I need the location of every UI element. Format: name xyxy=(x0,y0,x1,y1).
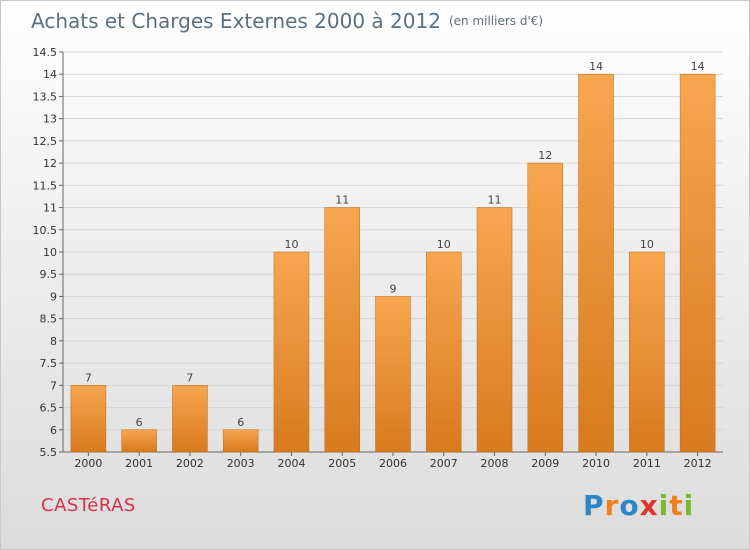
x-tick-label: 2011 xyxy=(633,457,661,470)
data-label: 7 xyxy=(186,371,193,384)
chart-unit: (en milliers d'€) xyxy=(448,14,544,28)
y-tick-label: 7 xyxy=(50,379,57,392)
chart-title: Achats et Charges Externes 2000 à 2012 (e… xyxy=(31,9,543,33)
y-tick-label: 6 xyxy=(50,424,57,437)
data-label: 14 xyxy=(589,60,603,73)
chart-title-text: Achats et Charges Externes 2000 à 2012 xyxy=(31,9,441,33)
bar xyxy=(324,207,360,453)
x-tick-label: 2008 xyxy=(481,457,509,470)
x-tick-label: 2000 xyxy=(74,457,102,470)
y-tick-label: 13.5 xyxy=(33,90,58,103)
y-tick-label: 8.5 xyxy=(40,313,58,326)
labels: 5.5 6 6.5 7 7.5 8 8.5 9 9.5 10 10.5 11 11.5 12 12.5 13 1… xyxy=(33,46,712,470)
x-tick-label: 2003 xyxy=(227,457,255,470)
data-label: 11 xyxy=(335,194,349,207)
y-tick-label: 14.5 xyxy=(33,46,58,59)
logo-letter: r xyxy=(604,489,620,522)
x-tick-label: 2002 xyxy=(176,457,204,470)
x-tick-label: 2010 xyxy=(582,457,610,470)
x-tick-label: 2009 xyxy=(531,457,559,470)
y-tick-label: 11.5 xyxy=(33,179,58,192)
logo-letter: t xyxy=(669,489,684,522)
y-tick-label: 12.5 xyxy=(33,135,58,148)
logo-letter: P xyxy=(583,489,605,522)
bar xyxy=(121,429,157,453)
y-tick-label: 10.5 xyxy=(33,224,58,237)
y-tick-label: 6.5 xyxy=(40,402,58,415)
y-tick-label: 12 xyxy=(43,157,57,170)
y-tick-label: 5.5 xyxy=(40,446,58,459)
data-label: 7 xyxy=(85,371,92,384)
data-label: 10 xyxy=(284,238,298,251)
logo-letter: i xyxy=(658,489,670,522)
y-tick-label: 9.5 xyxy=(40,268,58,281)
data-label: 10 xyxy=(640,238,654,251)
y-tick-label: 14 xyxy=(43,68,57,81)
data-label: 6 xyxy=(136,416,143,429)
bar xyxy=(629,251,665,453)
x-tick-label: 2005 xyxy=(328,457,356,470)
town-name: CASTéRAS xyxy=(41,495,136,516)
logo-letter: o xyxy=(619,489,640,522)
y-tick-label: 8 xyxy=(50,335,57,348)
y-tick-label: 7.5 xyxy=(40,357,58,370)
data-label: 10 xyxy=(437,238,451,251)
bar xyxy=(426,251,462,453)
bar xyxy=(222,429,259,453)
x-tick-label: 2004 xyxy=(277,457,305,470)
y-tick-label: 10 xyxy=(43,246,57,259)
bar xyxy=(273,251,310,453)
x-tick-label: 2006 xyxy=(379,457,407,470)
x-tick-label: 2007 xyxy=(430,457,458,470)
y-tick-label: 13 xyxy=(43,113,57,126)
data-label: 12 xyxy=(538,149,552,162)
bar xyxy=(70,385,107,453)
proxiti-logo: Proxiti xyxy=(583,489,694,522)
bars xyxy=(70,73,716,453)
y-tick-label: 9 xyxy=(50,290,57,303)
data-label: 11 xyxy=(488,194,502,207)
logo-letter: x xyxy=(639,489,659,522)
x-tick-label: 2001 xyxy=(125,457,153,470)
logo-letter: i xyxy=(683,489,695,522)
data-label: 14 xyxy=(691,60,705,73)
x-tick-label: 2012 xyxy=(684,457,712,470)
bar xyxy=(476,207,513,453)
y-tick-label: 11 xyxy=(43,202,57,215)
bar xyxy=(375,296,411,453)
bar xyxy=(527,162,564,453)
data-label: 6 xyxy=(237,416,244,429)
bar xyxy=(172,385,208,453)
bar xyxy=(578,73,614,453)
data-label: 9 xyxy=(390,282,397,295)
bar xyxy=(679,73,716,453)
